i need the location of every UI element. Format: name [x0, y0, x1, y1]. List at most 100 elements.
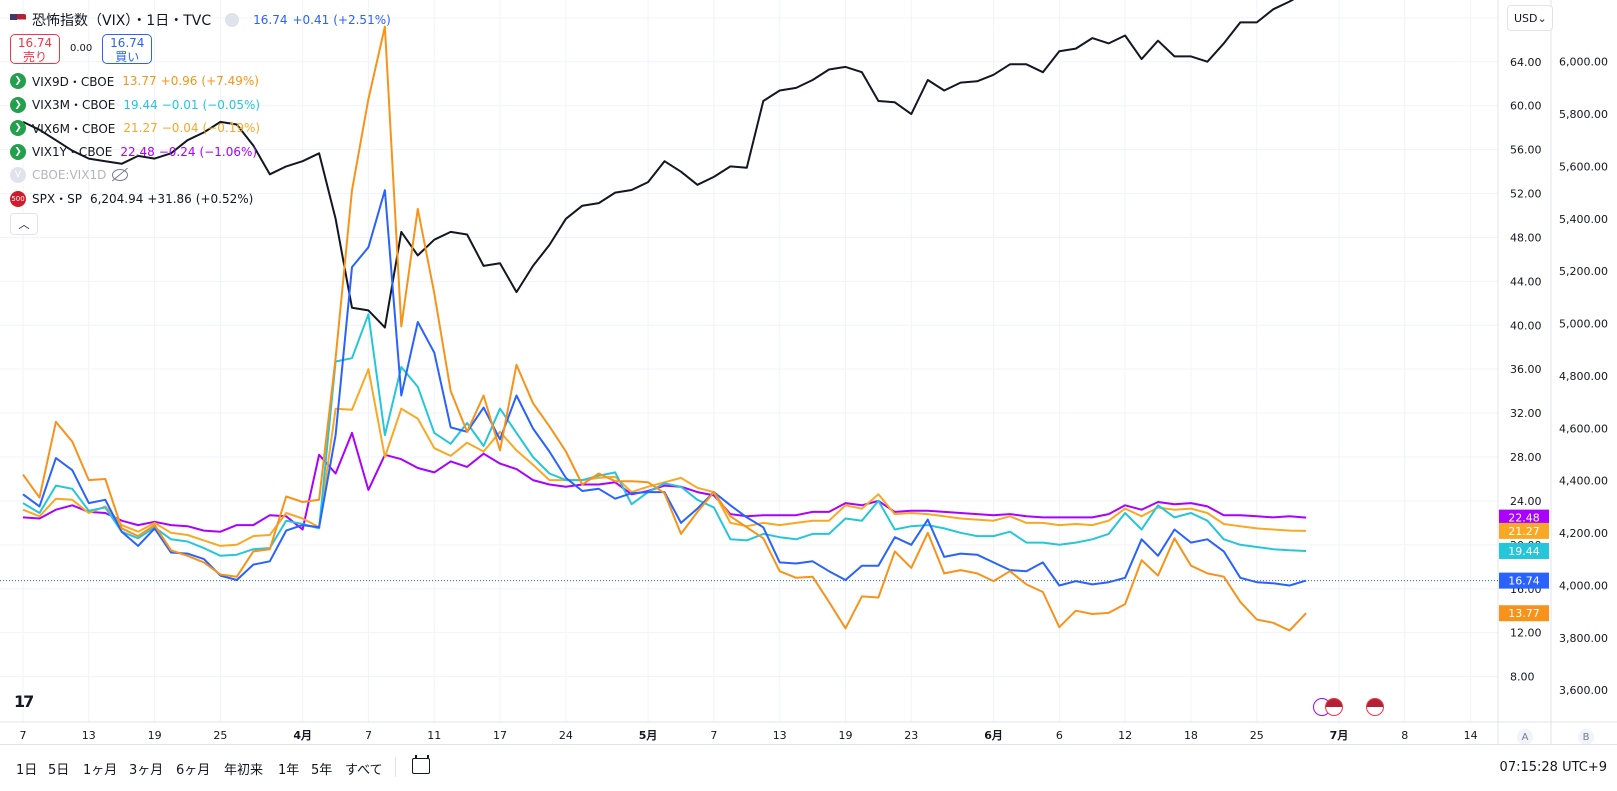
- x-tick-label: 13: [773, 729, 787, 742]
- right-price-scale[interactable]: 3,600.00 3,800.00 4,000.00 4,200.00 4,400.00…: [1559, 56, 1608, 697]
- legend-collapse-button[interactable]: ︿: [10, 212, 38, 235]
- legend-change: +0.96: [160, 74, 198, 89]
- svg-text:22.48: 22.48: [1508, 512, 1540, 525]
- legend-pct: (+0.52%): [195, 191, 254, 206]
- main-series-title: 恐怖指数（VIX）・1日・TVC: [32, 12, 212, 29]
- range-ytd[interactable]: 年初来: [224, 763, 264, 778]
- x-tick-label: 13: [82, 729, 96, 742]
- legend-change: −0.04: [161, 121, 199, 136]
- cboe-logo-icon: ❯: [10, 96, 26, 113]
- legend-change: −0.24: [158, 144, 196, 159]
- legend-symbol: VIX3M・CBOE: [32, 98, 116, 113]
- legend-value: 21.27: [123, 121, 158, 136]
- legend-symbol: VIX9D・CBOE: [32, 74, 115, 89]
- left-tick-label: 32.00: [1510, 407, 1542, 420]
- buy-price: 16.74: [110, 35, 145, 50]
- svg-text:13.77: 13.77: [1508, 607, 1540, 620]
- left-tick-label: 52.00: [1510, 188, 1542, 201]
- time-scale[interactable]: 7 13 19 25 4月 7 11 17 24 5月 7 13 19 23 6月 6 12 18 25 7月 8 14: [20, 729, 1478, 742]
- left-tick-label: 44.00: [1510, 275, 1542, 288]
- right-tick-label: 5,600.00: [1559, 160, 1608, 173]
- right-tick-label: 5,400.00: [1559, 213, 1608, 226]
- x-tick-label: 11: [427, 729, 441, 742]
- right-tick-label: 5,000.00: [1559, 318, 1608, 331]
- x-tick-label: 18: [1184, 729, 1198, 742]
- end-label-vix1y: 22.48: [1499, 509, 1549, 526]
- legend: 恐怖指数（VIX）・1日・TVC 16.74 +0.41 (+2.51%) 16…: [10, 8, 391, 235]
- range-1d[interactable]: 1日: [16, 763, 38, 778]
- tradingview-logo-icon[interactable]: 17: [14, 692, 34, 711]
- left-tick-label: 40.00: [1510, 319, 1542, 332]
- x-tick-label: 23: [904, 729, 918, 742]
- legend-symbol: VIX1Y・CBOE: [32, 145, 113, 160]
- legend-symbol: VIX6M・CBOE: [32, 121, 116, 136]
- legend-row-vix6m[interactable]: ❯ VIX6M・CBOE 21.27 −0.04 (−0.19%): [10, 117, 391, 141]
- clock[interactable]: 07:15:28 UTC+9: [1499, 760, 1607, 775]
- cboe-logo-icon: ❯: [10, 143, 26, 160]
- main-price: 16.74: [253, 12, 288, 27]
- right-tick-label: 6,000.00: [1559, 56, 1608, 69]
- sell-label: 売り: [22, 49, 47, 64]
- legend-row-vix1d[interactable]: V CBOE:VIX1D: [10, 164, 391, 188]
- currency-select[interactable]: USD ⌄: [1507, 5, 1553, 31]
- chart-canvas[interactable]: 8.0012.0016.0020.0024.0028.0032.0036.004…: [0, 0, 1617, 744]
- x-tick-label: 17: [493, 729, 507, 742]
- range-all[interactable]: すべて: [345, 763, 383, 778]
- range-1y[interactable]: 1年: [278, 763, 300, 778]
- left-tick-label: 60.00: [1510, 100, 1542, 113]
- us-event-flag-icon[interactable]: [1325, 698, 1343, 716]
- right-tick-label: 4,400.00: [1559, 475, 1608, 488]
- main-series-title-row[interactable]: 恐怖指数（VIX）・1日・TVC 16.74 +0.41 (+2.51%): [10, 8, 391, 32]
- left-tick-label: 56.00: [1510, 144, 1542, 157]
- x-tick-label: 8: [1401, 729, 1408, 742]
- right-tick-label: 4,800.00: [1559, 370, 1608, 383]
- right-tick-label: 3,600.00: [1559, 684, 1608, 697]
- chevron-down-icon: ⌄: [1537, 11, 1547, 25]
- spread: 0.00: [70, 43, 93, 54]
- x-tick-label: 6月: [984, 729, 1003, 742]
- x-tick-label: 7: [710, 729, 717, 742]
- legend-pct: (−1.06%): [199, 144, 258, 159]
- range-6m[interactable]: 6ヶ月: [176, 763, 211, 778]
- left-tick-label: 64.00: [1510, 56, 1542, 69]
- legend-change: −0.01: [161, 97, 199, 112]
- x-tick-label: 12: [1118, 729, 1132, 742]
- sell-button[interactable]: 16.74 売り: [10, 33, 60, 64]
- x-tick-label: 7月: [1330, 729, 1349, 742]
- legend-row-vix3m[interactable]: ❯ VIX3M・CBOE 19.44 −0.01 (−0.05%): [10, 93, 391, 117]
- hidden-eye-icon[interactable]: [112, 169, 129, 182]
- range-5d[interactable]: 5日: [48, 763, 70, 778]
- left-price-scale[interactable]: 8.0012.0016.0020.0024.0028.0032.0036.004…: [1510, 12, 1542, 684]
- end-label-vix3m: 19.44: [1499, 542, 1549, 559]
- x-tick-label: 14: [1464, 729, 1478, 742]
- range-3m[interactable]: 3ヶ月: [129, 763, 164, 778]
- right-tick-label: 3,800.00: [1559, 632, 1608, 645]
- us-event-flag-icon[interactable]: [1366, 698, 1384, 716]
- market-status-icon[interactable]: [225, 12, 240, 27]
- buy-button[interactable]: 16.74 買い: [102, 33, 153, 64]
- legend-value: 22.48: [120, 144, 155, 159]
- calendar-icon[interactable]: [412, 755, 430, 774]
- scale-a-button[interactable]: A: [1517, 729, 1533, 745]
- x-tick-label: 24: [559, 729, 573, 742]
- x-tick-label: 7: [365, 729, 372, 742]
- legend-row-vix1y[interactable]: ❯ VIX1Y・CBOE 22.48 −0.24 (−1.06%): [10, 140, 391, 164]
- range-1m[interactable]: 1ヶ月: [83, 763, 118, 778]
- left-tick-label: 36.00: [1510, 363, 1542, 376]
- left-tick-label: 28.00: [1510, 451, 1542, 464]
- cboe-logo-icon: ❯: [10, 120, 26, 137]
- legend-pct: (−0.05%): [202, 97, 261, 112]
- x-tick-label: 25: [213, 729, 227, 742]
- scale-b-button[interactable]: B: [1578, 729, 1594, 745]
- svg-text:21.27: 21.27: [1508, 525, 1540, 538]
- legend-row-spx[interactable]: 500 SPX・SP 6,204.94 +31.86 (+0.52%): [10, 187, 391, 211]
- legend-symbol: SPX・SP: [32, 192, 82, 207]
- currency-label: USD: [1514, 11, 1538, 25]
- sell-price: 16.74: [17, 35, 53, 50]
- legend-row-vix9d[interactable]: ❯ VIX9D・CBOE 13.77 +0.96 (+7.49%): [10, 70, 391, 94]
- range-5y[interactable]: 5年: [311, 763, 333, 778]
- x-tick-label: 25: [1250, 729, 1264, 742]
- left-tick-label: 12.00: [1510, 627, 1542, 640]
- main-change: +0.41: [292, 12, 330, 27]
